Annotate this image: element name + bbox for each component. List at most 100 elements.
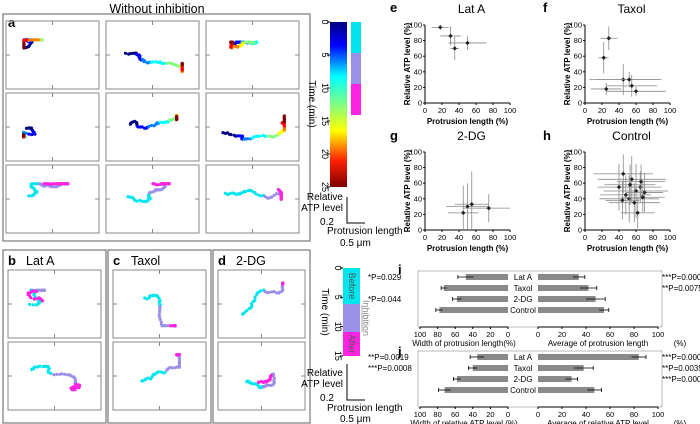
y-axis-label: Relative ATP level (%) xyxy=(403,149,412,232)
y-axis-label: Relative ATP level (%) xyxy=(563,22,572,105)
x-axis-label-left: Width of protrusion length(%) xyxy=(412,339,516,348)
data-point xyxy=(606,36,611,41)
trajectory-point-inhibition xyxy=(158,182,162,186)
legend-tick-label: 15 xyxy=(333,351,343,361)
trajectory-cell xyxy=(5,164,100,234)
annotation-right: **P=0.0035 xyxy=(662,364,700,373)
legend-before-block xyxy=(343,268,360,304)
trajectory-point-inhibition xyxy=(177,353,181,357)
bar-chart-i: *P=0.029 Lat A ***P=0.0004 Taxol **P=0.0075 *… xyxy=(368,270,700,348)
y-tick-label: 100 xyxy=(409,148,422,157)
trajectory-point-inhibition xyxy=(164,324,168,328)
panel-a-grid xyxy=(5,20,300,234)
trajectory-point-inhibition xyxy=(35,182,39,186)
x-tick-label: 40 xyxy=(615,233,623,242)
panel-a-frame xyxy=(2,13,311,242)
scale-bcd-x-label: Protrusion length xyxy=(327,403,403,414)
x-tick-label-left: 0 xyxy=(506,410,510,419)
trajectory-point-inhibition xyxy=(265,383,269,387)
colorbar-axis-label: Time (min) xyxy=(306,80,317,127)
trajectory-point-inhibition xyxy=(253,295,257,300)
category-label: 2-DG xyxy=(513,375,532,384)
trajectory-point-rainbow xyxy=(30,133,34,137)
x-tick-label: 60 xyxy=(632,106,640,115)
category-label: 2-DG xyxy=(513,295,532,304)
x-axis-label-left: Width of relative ATP level (%) xyxy=(410,419,518,424)
trajectory-point-rainbow xyxy=(147,124,151,129)
trajectory-point-inhibition xyxy=(138,198,142,202)
x-tick-label-right: 0 xyxy=(536,410,540,419)
trajectory-cell xyxy=(7,269,102,339)
data-point xyxy=(448,33,453,39)
x-tick-label-left: 20 xyxy=(486,330,494,339)
data-point xyxy=(461,210,466,216)
y-tick-label: 60 xyxy=(414,52,422,61)
trajectory-point-inhibition xyxy=(135,199,139,203)
y-tick-label: 80 xyxy=(414,36,422,45)
y-tick-label: 40 xyxy=(414,67,422,76)
x-axis-label: Protrusion length (%) xyxy=(587,117,669,126)
y-tick-label: 80 xyxy=(574,163,582,172)
trajectory-cell xyxy=(5,20,100,90)
trajectory-point-rainbow xyxy=(175,114,179,119)
trajectory-point-inhibition xyxy=(249,302,254,306)
trajectory-point-rainbow xyxy=(263,134,267,138)
trajectory-point-inhibition xyxy=(54,182,58,186)
trajectory-cell xyxy=(205,20,300,90)
x-tick-label: 0 xyxy=(423,233,427,242)
trajectory-point-inhibition xyxy=(275,192,279,196)
panel-b-title: Lat A xyxy=(26,254,55,268)
data-point xyxy=(632,200,637,205)
y-tick-label: 40 xyxy=(574,67,582,76)
y-tick-label: 0 xyxy=(578,226,582,235)
trajectory-point-inhibition xyxy=(272,193,276,197)
x-tick-label-left: 100 xyxy=(414,330,427,339)
trajectory-point-rainbow xyxy=(180,62,184,66)
trajectory-point-rainbow xyxy=(256,134,260,138)
x-tick-label: 20 xyxy=(438,233,446,242)
trajectory-point-inhibition xyxy=(259,194,263,198)
scatter-chart-f: 0 20 40 60 80 100 0 20 40 60 80 100 Protrusion lengt… xyxy=(563,2,676,126)
legend-time-ticks: 0 5 10 15 xyxy=(333,265,343,361)
chart-title: Taxol xyxy=(617,2,645,16)
trajectory-point-rainbow xyxy=(258,134,262,138)
y-axis-label: Relative ATP level (%) xyxy=(403,22,412,105)
x-tick-label: 60 xyxy=(472,233,480,242)
bar-right xyxy=(538,365,584,371)
trajectory-point-rainbow xyxy=(246,40,250,44)
bar-right xyxy=(538,376,572,382)
scatter-chart-e: 0 20 40 60 80 100 0 20 40 60 80 100 Protrusion lengt… xyxy=(403,2,516,126)
annotation-left: **P=0.0019 xyxy=(368,353,409,362)
trajectory-point-inhibition xyxy=(39,288,44,292)
annotation-left: *P=0.029 xyxy=(368,273,402,282)
x-tick-label: 0 xyxy=(423,106,427,115)
trajectory-cell xyxy=(105,20,200,90)
trajectory-point-inhibition xyxy=(175,365,179,369)
trajectory-point-inhibition xyxy=(173,324,177,328)
y-axis-label: Relative ATP level (%) xyxy=(563,149,572,232)
trajectory-point-rainbow xyxy=(143,60,147,64)
trajectory-point-inhibition xyxy=(253,298,257,302)
y-tick-label: 60 xyxy=(414,179,422,188)
trajectory-cell xyxy=(205,164,300,234)
category-label: Taxol xyxy=(514,284,533,293)
trajectory-point-inhibition xyxy=(31,182,35,186)
trajectory-cell xyxy=(105,164,200,234)
panel-a-title: Without inhibition xyxy=(109,2,204,16)
trajectory-point-inhibition xyxy=(41,299,45,303)
y-tick-label: 80 xyxy=(414,163,422,172)
trajectory-point-inhibition xyxy=(63,372,67,376)
trajectory-point-inhibition xyxy=(49,371,53,375)
y-tick-label: 20 xyxy=(414,210,422,219)
trajectory-point-inhibition xyxy=(158,310,162,314)
x-axis-label-right: Average of protrusion length xyxy=(548,339,648,348)
x-tick-label: 0 xyxy=(583,233,587,242)
colorbar-tick-label: 5 xyxy=(320,52,330,57)
x-tick-label: 20 xyxy=(438,106,446,115)
time-colorbar xyxy=(330,22,347,187)
legend-after-block xyxy=(343,332,360,356)
y-tick-label: 20 xyxy=(574,210,582,219)
trajectory-point-inhibition xyxy=(158,315,162,319)
x-tick-label-left: 40 xyxy=(469,330,477,339)
